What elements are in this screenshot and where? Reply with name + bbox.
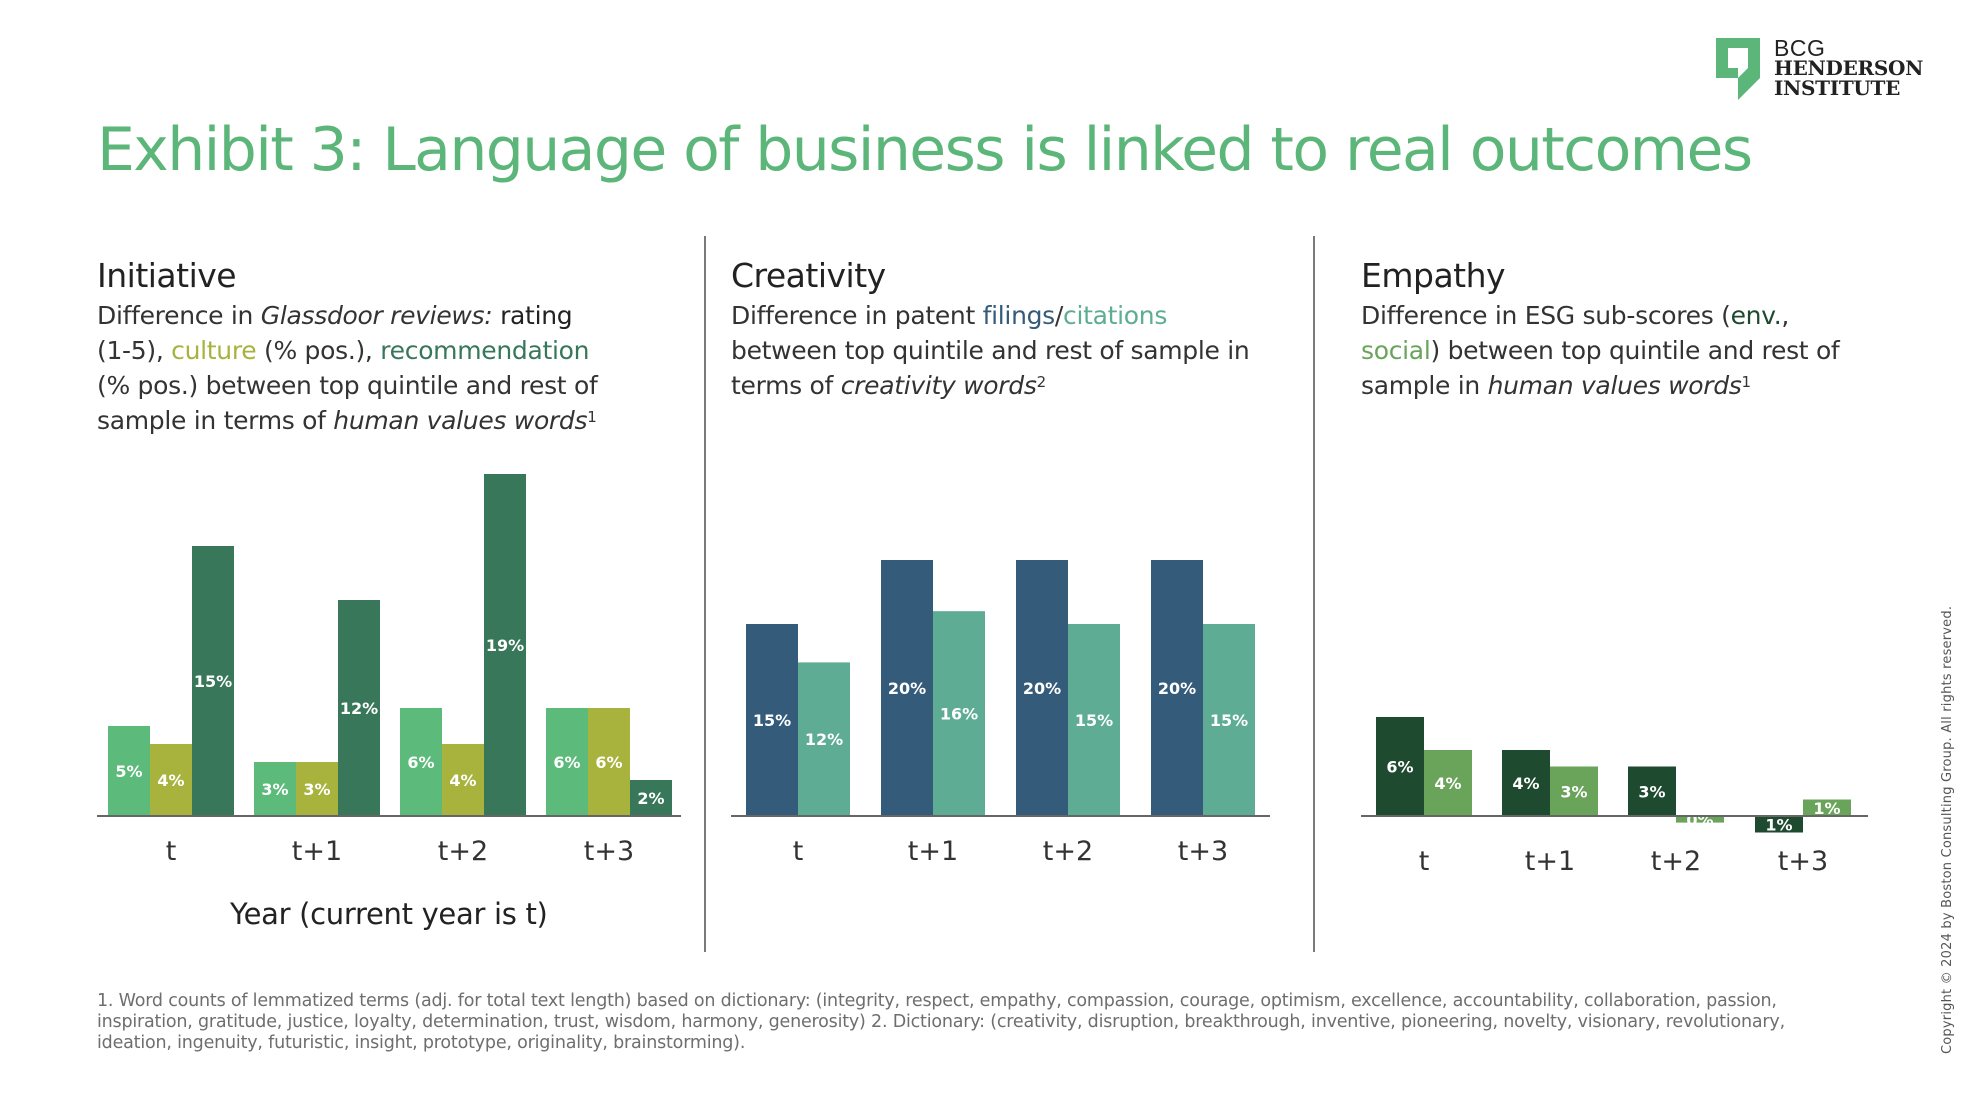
data-label: 3% [261, 780, 288, 799]
data-label: 3% [1638, 782, 1665, 801]
copyright: Copyright © 2024 by Boston Consulting Gr… [1940, 605, 1955, 1054]
bar-env-t+3 [1755, 816, 1803, 833]
bar-citations-t+3 [1203, 624, 1255, 816]
x-tick-label: t [793, 836, 804, 867]
x-tick-label: t+2 [1043, 836, 1093, 867]
legend-citations: citations [1063, 301, 1168, 330]
legend-filings: filings [982, 301, 1056, 330]
x-tick-label: t+3 [1178, 836, 1228, 867]
bar-filings-t+2 [1016, 560, 1068, 816]
panel-divider [704, 236, 706, 952]
panel-title-empathy: Empathy [1361, 256, 1506, 295]
x-tick-label: t+1 [908, 836, 958, 867]
data-label: 16% [940, 705, 978, 724]
bar-culture-t+2 [442, 744, 484, 816]
data-label: 3% [303, 780, 330, 799]
bar-recommendation-t+3 [630, 780, 672, 816]
bar-filings-t+3 [1151, 560, 1203, 816]
bar-rating-t+1 [254, 762, 296, 816]
logo-mark-icon [1716, 38, 1760, 100]
bar-recommendation-t+1 [338, 600, 380, 816]
legend-social: social [1361, 336, 1431, 365]
x-tick-label: t+1 [1525, 846, 1575, 877]
data-label: 15% [1075, 711, 1113, 730]
bar-rating-t+3 [546, 708, 588, 816]
x-tick-label: t+3 [1778, 846, 1828, 877]
panel-divider [1313, 236, 1315, 952]
data-label: 1% [1765, 815, 1792, 834]
x-tick-label: t+2 [438, 836, 488, 867]
data-label: 6% [407, 753, 434, 772]
legend-env: env. [1730, 301, 1782, 330]
x-tick-label: t [1419, 846, 1430, 877]
bar-recommendation-t+2 [484, 474, 526, 816]
bar-rating-t [108, 726, 150, 816]
data-label: 4% [449, 771, 476, 790]
bar-env-t [1376, 717, 1424, 816]
exhibit-title: Exhibit 3: Language of business is linke… [97, 115, 1753, 185]
bar-citations-t+2 [1068, 624, 1120, 816]
data-label: 4% [1434, 774, 1461, 793]
legend-culture: culture [171, 336, 257, 365]
data-label: 1% [1813, 799, 1840, 818]
panel-description-initiative: Difference in Glassdoor reviews: rating(… [97, 301, 598, 435]
data-label: 12% [805, 730, 843, 749]
bar-rating-t+2 [400, 708, 442, 816]
bar-env-t+1 [1502, 750, 1550, 816]
bar-culture-t [150, 744, 192, 816]
data-label: 15% [753, 711, 791, 730]
panel-description-empathy: Difference in ESG sub-scores (env., socia… [1361, 301, 1840, 400]
panel-title-initiative: Initiative [97, 256, 237, 295]
panel-description-creativity: Difference in patent filings/citations be… [731, 301, 1250, 400]
bar-citations-t [798, 662, 850, 816]
data-label: 12% [340, 699, 378, 718]
bar-social-t+2 [1676, 816, 1724, 823]
bar-recommendation-t [192, 546, 234, 816]
x-axis-title: Year (current year is t) [230, 897, 548, 931]
data-label: 3% [1560, 782, 1587, 801]
bar-social-t [1424, 750, 1472, 816]
data-label: 15% [1210, 711, 1248, 730]
data-label: 0% [1686, 810, 1713, 829]
panel-title-creativity: Creativity [731, 256, 886, 295]
x-tick-label: t+2 [1651, 846, 1701, 877]
data-label: 4% [1512, 774, 1539, 793]
data-label: 20% [1158, 679, 1196, 698]
logo-text-institute: INSTITUTE [1774, 76, 1901, 100]
logo-text-bcg: BCG [1774, 35, 1826, 61]
bar-citations-t+1 [933, 611, 985, 816]
x-tick-label: t+1 [292, 836, 342, 867]
data-label: 19% [486, 636, 524, 655]
bar-culture-t+3 [588, 708, 630, 816]
bar-culture-t+1 [296, 762, 338, 816]
footnote: 1. Word counts of lemmatized terms (adj.… [97, 991, 1785, 1053]
bar-filings-t [746, 624, 798, 816]
data-label: 20% [1023, 679, 1061, 698]
legend-rating: rating [500, 301, 573, 330]
bar-filings-t+1 [881, 560, 933, 816]
x-tick-label: t [166, 836, 177, 867]
bar-env-t+2 [1628, 766, 1676, 816]
logo-text-henderson: HENDERSON [1774, 56, 1924, 80]
data-label: 20% [888, 679, 926, 698]
data-label: 6% [553, 753, 580, 772]
legend-recommendation: recommendation [380, 336, 590, 365]
bcg-henderson-institute-logo: BCG HENDERSON INSTITUTE [1716, 36, 1946, 102]
x-tick-label: t+3 [584, 836, 634, 867]
data-label: 15% [194, 672, 232, 691]
data-label: 6% [1386, 758, 1413, 777]
data-label: 4% [157, 771, 184, 790]
bar-social-t+3 [1803, 799, 1851, 816]
data-label: 2% [637, 789, 664, 808]
data-label: 6% [595, 753, 622, 772]
bar-social-t+1 [1550, 766, 1598, 816]
data-label: 5% [115, 762, 142, 781]
